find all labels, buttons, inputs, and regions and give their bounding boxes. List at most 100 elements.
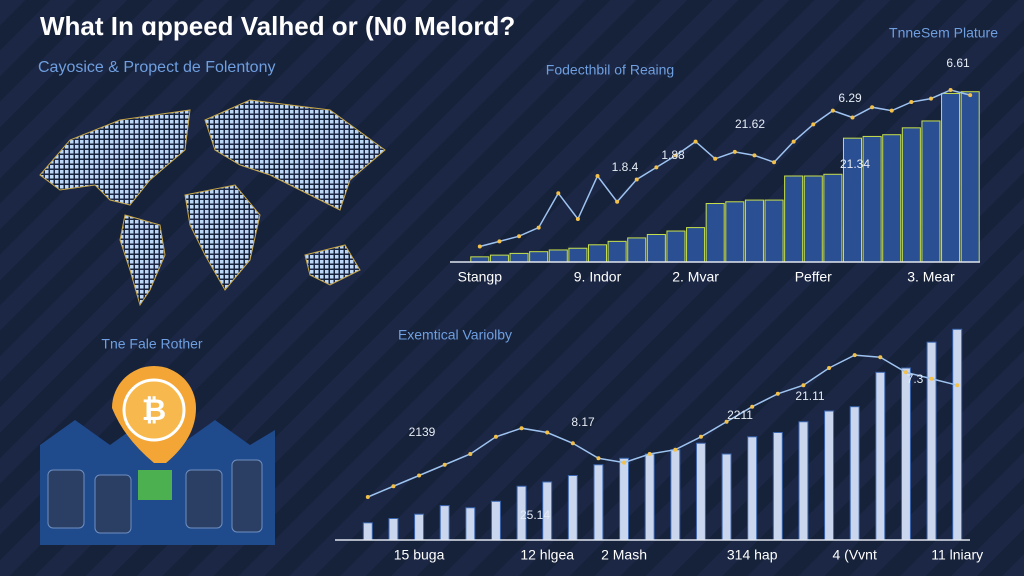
annotation: 21.62: [735, 117, 765, 131]
point: [595, 174, 600, 178]
bar: [803, 175, 823, 263]
x-tick-label: 3. Mear: [907, 269, 955, 285]
point: [647, 452, 652, 456]
annotation: 7.3: [907, 372, 924, 386]
bar: [439, 505, 450, 541]
bar: [960, 91, 980, 263]
side-panel-label: Tne Fale Rother: [101, 336, 202, 352]
bar: [490, 500, 501, 541]
bar: [362, 522, 373, 541]
point: [968, 93, 973, 98]
bar: [529, 251, 549, 263]
line: [479, 89, 971, 248]
bar: [607, 240, 627, 263]
point: [365, 495, 370, 499]
point: [929, 376, 934, 381]
point: [909, 100, 914, 105]
point: [570, 441, 575, 446]
x-tick-label: 12 hlgea: [520, 547, 574, 563]
x-tick-label: Peffer: [795, 269, 832, 285]
annotation: 25.14: [520, 508, 550, 522]
point: [654, 165, 659, 170]
bar: [747, 436, 758, 541]
annotation: 21.34: [840, 157, 870, 171]
bar: [489, 254, 509, 263]
point: [417, 473, 422, 478]
point: [698, 434, 703, 439]
point: [622, 460, 627, 465]
point: [497, 239, 502, 244]
point: [928, 96, 933, 101]
annotation: 21.11: [795, 389, 824, 403]
point: [517, 234, 522, 239]
x-tick-label: 15 buga: [394, 547, 445, 563]
point: [615, 199, 620, 204]
point: [732, 149, 737, 154]
point: [634, 177, 639, 182]
point: [889, 108, 894, 113]
point: [391, 484, 396, 489]
bar: [670, 449, 681, 541]
chart-title: Fodecthbil of Reaing: [546, 62, 674, 78]
point: [556, 191, 561, 196]
bar: [414, 513, 425, 541]
point: [955, 383, 960, 388]
bar: [619, 457, 630, 541]
point: [878, 355, 883, 360]
point: [791, 139, 796, 144]
bar: [587, 244, 608, 263]
point: [596, 456, 601, 461]
bar: [744, 199, 764, 263]
world-map: [39, 99, 386, 307]
point: [442, 462, 447, 467]
bar: [646, 233, 666, 263]
bar: [567, 475, 578, 541]
bar: [875, 371, 886, 541]
point: [870, 105, 875, 110]
point: [752, 153, 757, 158]
bar: [721, 453, 732, 541]
annotation: 1.8.4: [612, 160, 639, 174]
bar: [593, 464, 604, 541]
point: [850, 115, 855, 120]
line: [367, 354, 958, 498]
bar: [548, 249, 568, 263]
bar: [824, 410, 835, 541]
bar: [849, 406, 860, 541]
x-tick-label: 11 lniary: [931, 547, 983, 563]
bar: [465, 507, 476, 541]
point: [536, 225, 541, 230]
bar: [725, 201, 745, 263]
point: [493, 434, 498, 439]
x-tick-label: 9. Indor: [574, 269, 622, 285]
bar: [666, 230, 686, 263]
point: [801, 383, 806, 388]
point: [852, 353, 857, 358]
annotation: 6.29: [838, 91, 862, 105]
point: [811, 122, 816, 127]
point: [545, 430, 550, 435]
bar: [862, 135, 882, 263]
bar: [509, 252, 529, 263]
annotation: 2139: [409, 425, 436, 439]
bar: [772, 432, 783, 541]
bar: [695, 442, 706, 541]
top-right-label: TnneSem Plature: [889, 25, 998, 41]
x-tick-label: 314 hap: [727, 547, 778, 563]
bar: [798, 421, 809, 541]
bar: [644, 453, 655, 541]
bar: [470, 256, 490, 263]
bitcoin-icon: ₿: [142, 394, 166, 427]
point: [477, 244, 482, 249]
point: [772, 160, 777, 165]
bar: [568, 247, 588, 263]
point: [713, 156, 718, 161]
point: [468, 452, 473, 456]
x-tick-label: Stangp: [458, 269, 503, 285]
point: [575, 217, 580, 221]
bar: [901, 127, 921, 263]
point: [750, 404, 755, 409]
annotation: 6.61: [946, 56, 970, 70]
bar: [627, 237, 647, 263]
